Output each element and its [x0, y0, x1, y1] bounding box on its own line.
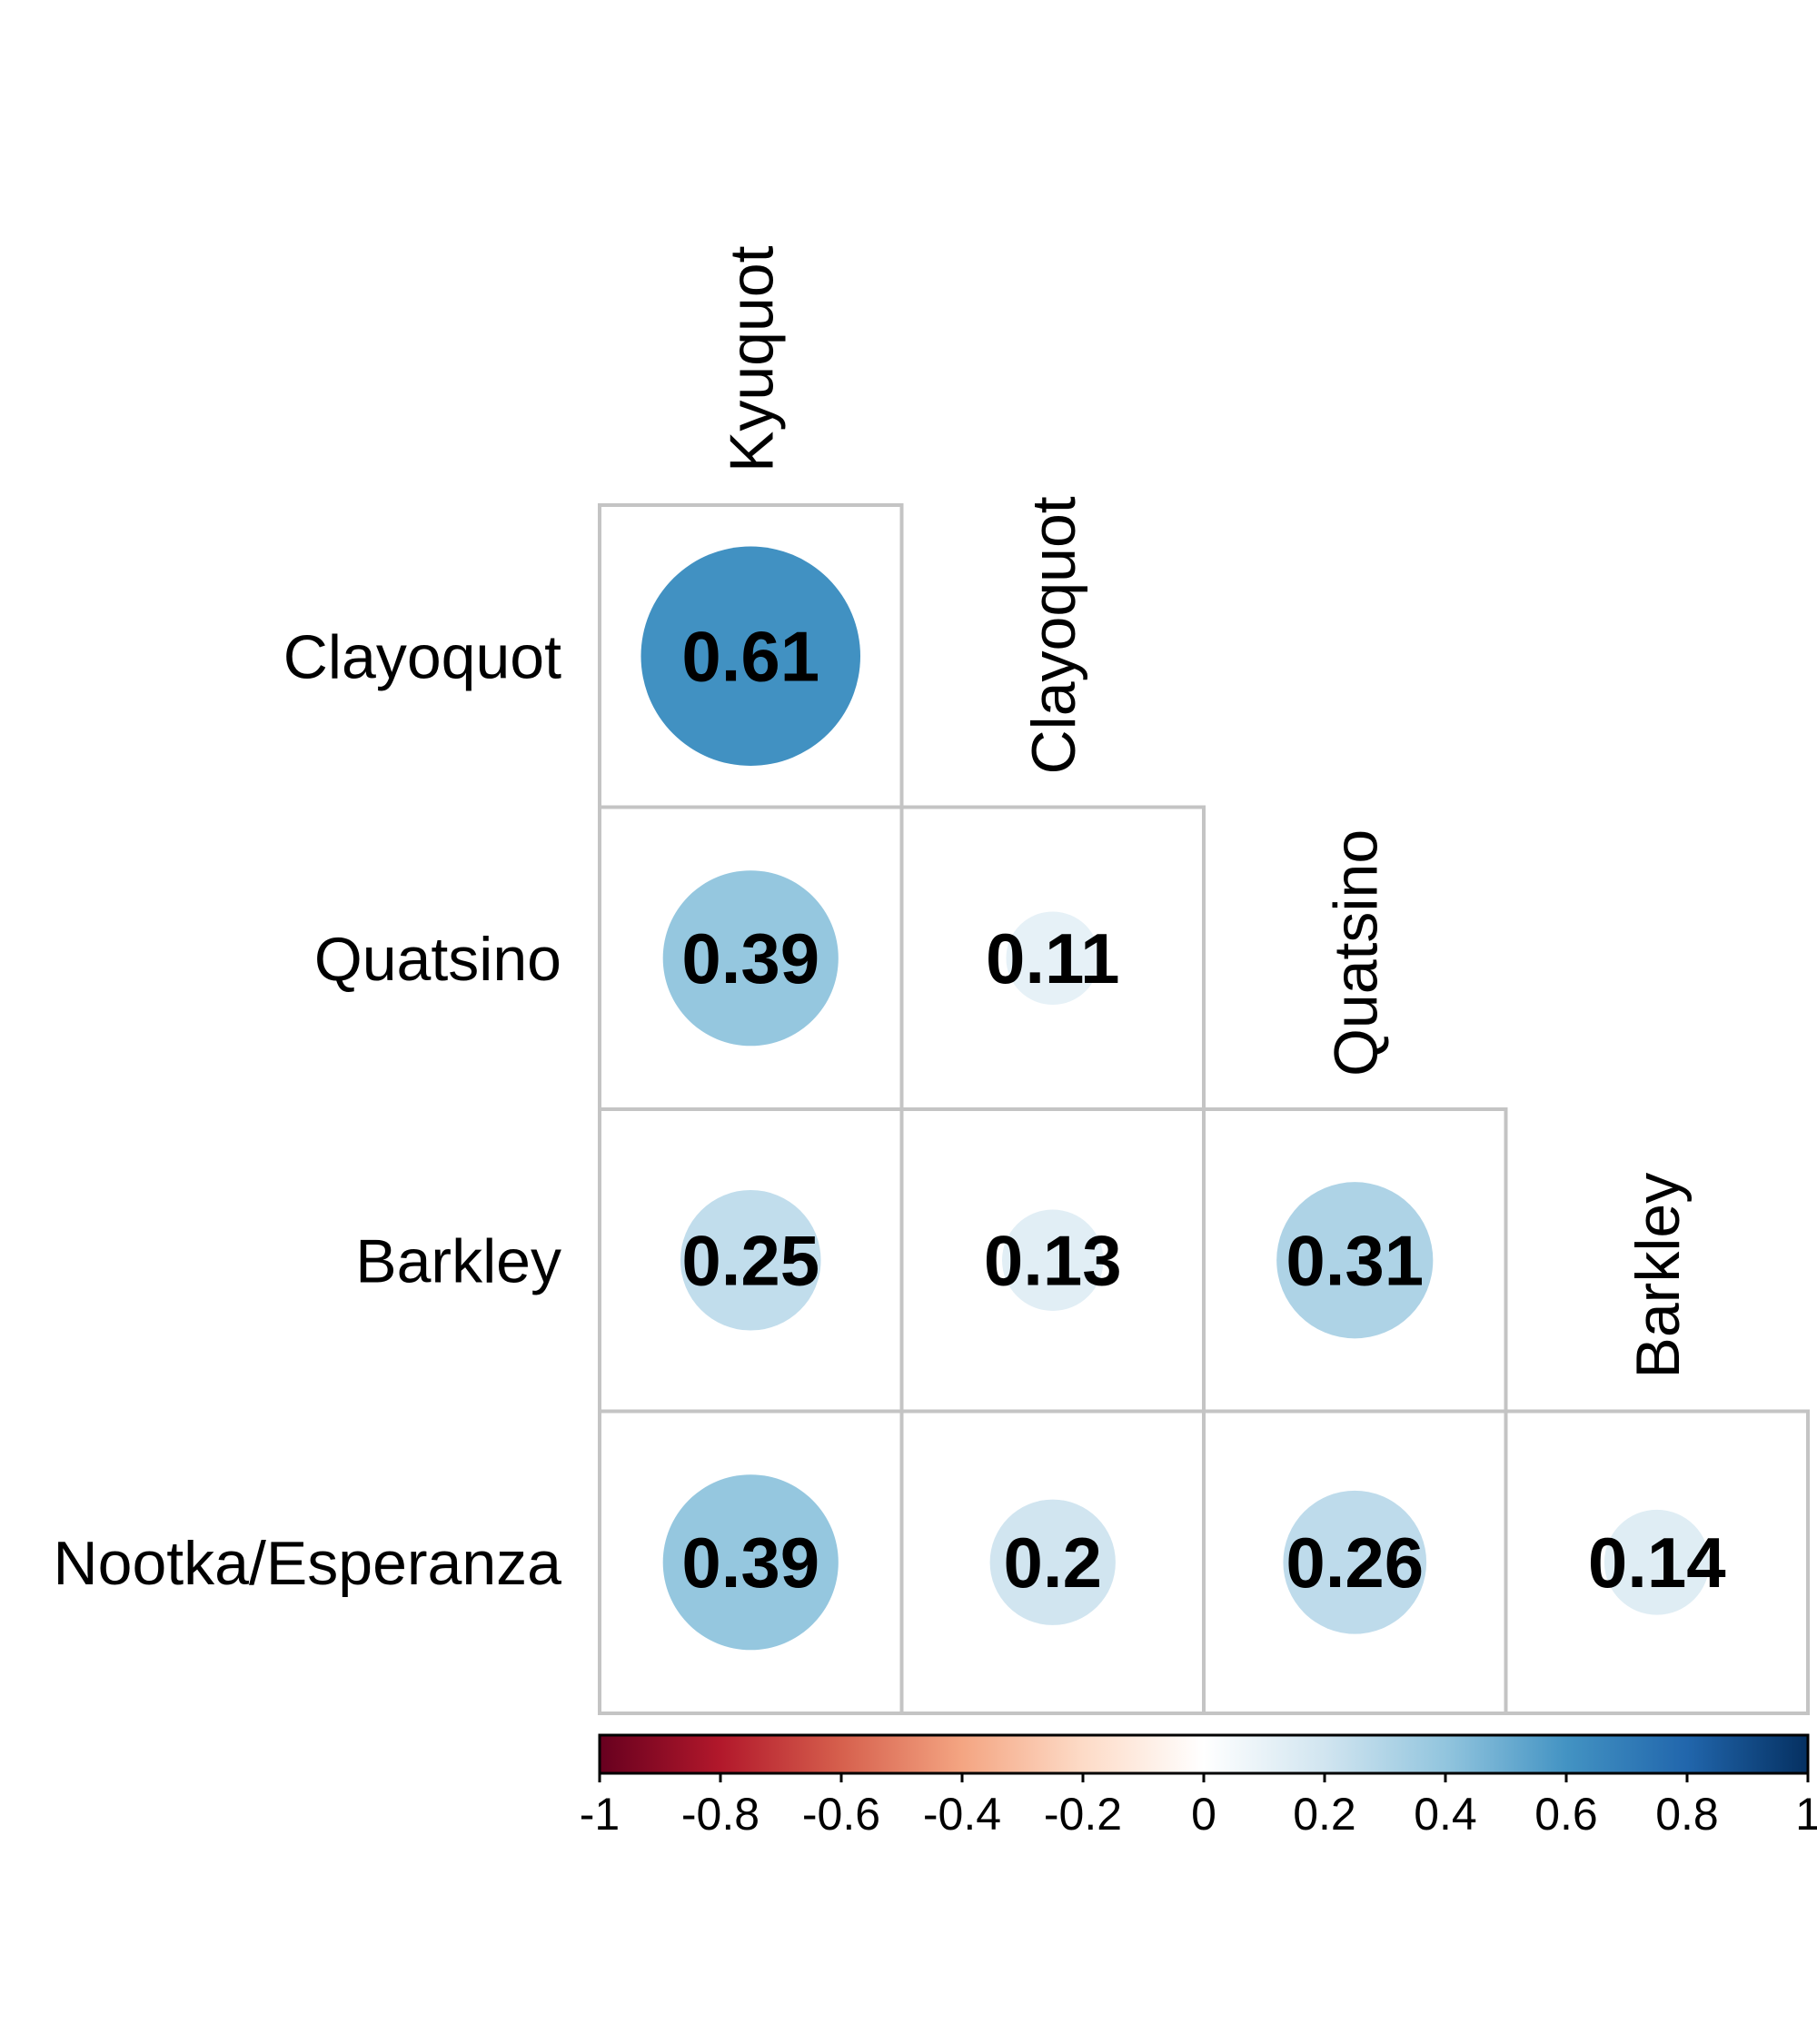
- matrix-circles: [640, 546, 1710, 1651]
- colorbar-tick-label: 0.4: [1414, 1789, 1477, 1840]
- row-label: Quatsino: [314, 925, 561, 994]
- column-label: Kyuquot: [717, 245, 786, 472]
- matrix-cell: [899, 1409, 1206, 1715]
- colorbar-tick-label: 0.6: [1534, 1789, 1598, 1840]
- colorbar-gradient: [598, 1733, 1810, 1775]
- correlation-circle: [662, 1474, 839, 1651]
- colorbar-tick-label: 0.2: [1293, 1789, 1356, 1840]
- correlation-value-label: 0.2: [1004, 1523, 1102, 1602]
- matrix-cells: [598, 503, 1810, 1715]
- correlation-value-label: 0.14: [1588, 1523, 1726, 1602]
- correlation-value-label: 0.11: [986, 918, 1120, 998]
- correlation-circle: [1276, 1182, 1434, 1339]
- row-labels: Clayoquot Quatsino Barkley Nootka/Esperanza: [54, 622, 562, 1598]
- row-label: Clayoquot: [283, 622, 561, 691]
- column-label: Barkley: [1623, 1173, 1693, 1379]
- row-label: Nootka/Esperanza: [54, 1529, 562, 1598]
- colorbar-tick-label: 0: [1191, 1789, 1216, 1840]
- correlation-circle: [1604, 1509, 1710, 1615]
- row-label: Barkley: [355, 1226, 561, 1295]
- colorbar-tick-label: -1: [580, 1789, 620, 1840]
- correlation-value-label: 0.61: [681, 616, 819, 696]
- column-label: Clayoquot: [1019, 496, 1088, 774]
- colorbar: -1 -0.8 -0.6 -0.4 -0.2 0 0.2 0.4 0.6 0.8 1: [580, 1733, 1817, 1840]
- correlation-circle: [640, 546, 861, 767]
- correlation-value-label: 0.39: [681, 918, 819, 998]
- correlation-value-label: 0.31: [1286, 1220, 1424, 1300]
- correlation-circle: [1002, 1209, 1104, 1311]
- column-label: Quatsino: [1321, 829, 1390, 1077]
- correlation-value-label: 0.13: [984, 1220, 1122, 1300]
- correlation-circle: [680, 1189, 821, 1331]
- colorbar-tick-label: -0.8: [681, 1789, 760, 1840]
- colorbar-tick-label: -0.2: [1044, 1789, 1122, 1840]
- colorbar-tick-label: -0.4: [923, 1789, 1001, 1840]
- correlation-value-label: 0.25: [681, 1220, 819, 1300]
- colorbar-tick-label: -0.6: [802, 1789, 880, 1840]
- correlation-circle: [989, 1499, 1116, 1625]
- correlation-value-label: 0.26: [1286, 1523, 1424, 1602]
- colorbar-tick-label: 0.8: [1655, 1789, 1719, 1840]
- colorbar-tick-label: 1: [1795, 1789, 1817, 1840]
- correlation-circle: [662, 870, 839, 1047]
- correlation-circle: [1283, 1490, 1427, 1634]
- column-labels: Kyuquot Clayoquot Quatsino Barkley: [717, 245, 1693, 1378]
- matrix-value-labels: 0.61 0.39 0.11 0.25 0.13 0.31 0.39 0.2 0.26 0.14: [681, 616, 1725, 1602]
- correlation-circle: [1006, 911, 1100, 1006]
- correlation-value-label: 0.39: [681, 1523, 819, 1602]
